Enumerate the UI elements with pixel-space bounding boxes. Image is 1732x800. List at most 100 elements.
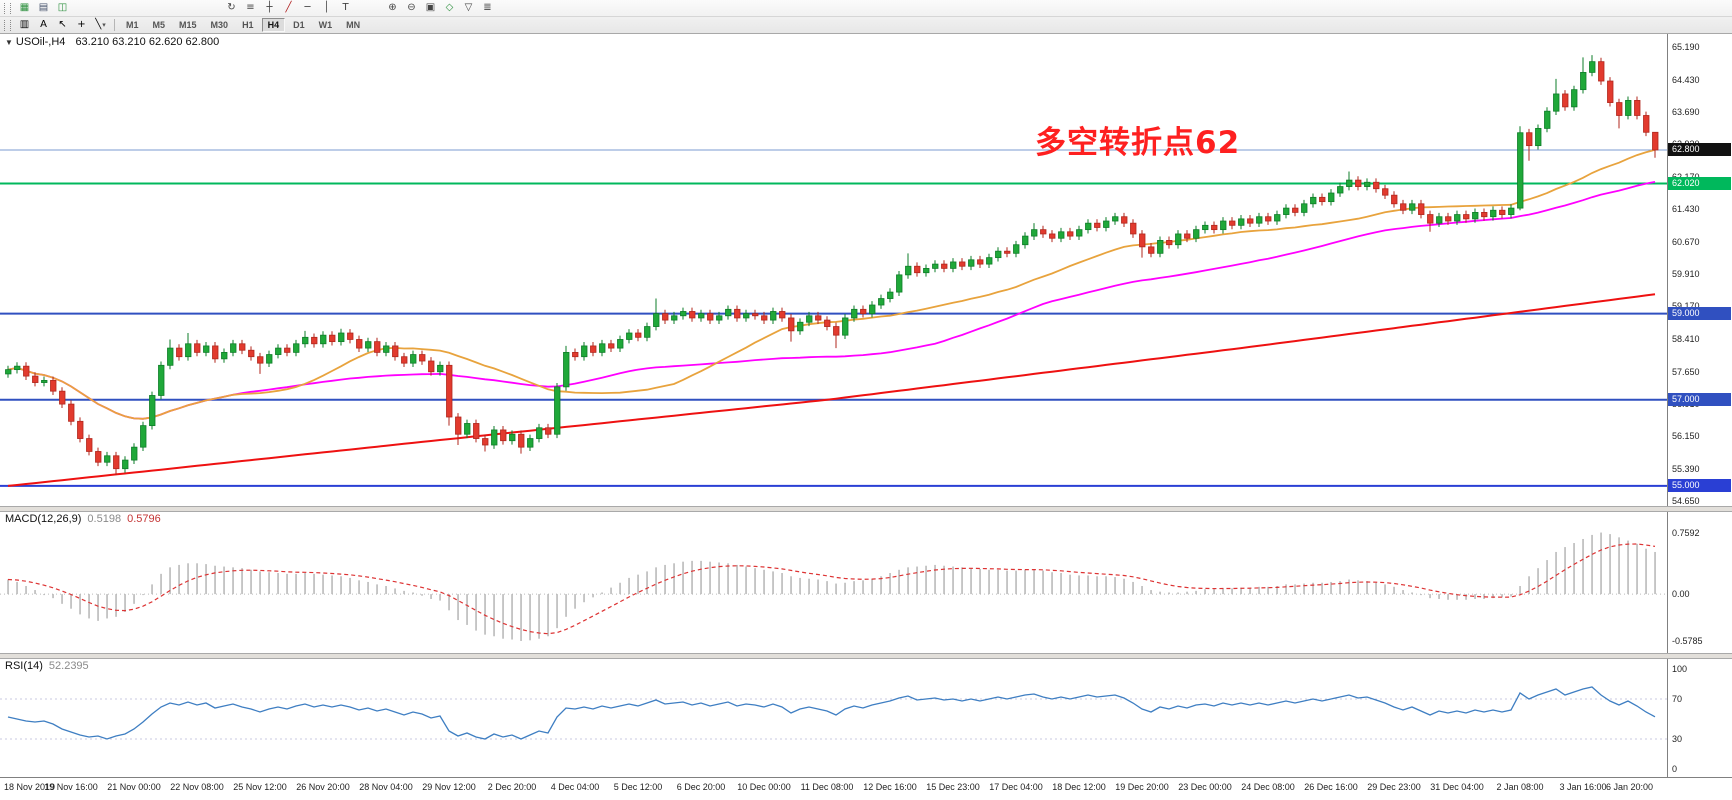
rsi-line	[7, 686, 1656, 740]
time-axis-label: 18 Dec 12:00	[1052, 782, 1106, 792]
horizontal-line-icon[interactable]: ─	[299, 1, 316, 15]
time-axis-label: 28 Nov 04:00	[359, 782, 413, 792]
ma-fast-line	[7, 148, 1656, 420]
time-axis-label: 2 Dec 20:00	[487, 782, 537, 792]
candlestick-chart[interactable]	[0, 33, 1668, 506]
toolbar-separator	[114, 19, 115, 31]
price-axis-label: 64.430	[1672, 74, 1700, 85]
time-axis-label: 6 Jan 20:00	[1606, 782, 1654, 792]
candles-layer	[5, 55, 1659, 476]
macd-panel[interactable]: MACD(12,26,9) 0.5198 0.5796	[0, 510, 1668, 653]
main-chart-panel[interactable]: ▼ USOil-,H4 63.210 63.210 62.620 62.800 多空…	[0, 33, 1668, 506]
time-axis-label: 22 Nov 08:00	[170, 782, 224, 792]
macd-main-value: 0.5198	[87, 513, 122, 525]
text-label-icon[interactable]: A	[35, 18, 52, 32]
grid-toggle-icon[interactable]: ▥	[16, 18, 33, 32]
rsi-chart[interactable]	[0, 657, 1668, 777]
time-axis-label: 29 Nov 12:00	[422, 782, 476, 792]
tile-windows-icon[interactable]: ▣	[422, 1, 439, 15]
price-axis-label: 63.690	[1672, 106, 1700, 117]
rsi-axis-label: 0	[1672, 764, 1678, 774]
time-axis-label: 18 Nov 2019	[4, 782, 56, 792]
zoom-in-icon[interactable]: ⊕	[384, 1, 401, 15]
level-55-badge: 55.000	[1668, 478, 1731, 492]
timeframe-m30[interactable]: M30	[205, 18, 235, 32]
terminal-icon[interactable]: ≣	[479, 1, 496, 15]
macd-histogram-layer	[7, 532, 1656, 641]
price-axis-label: 57.650	[1672, 366, 1700, 377]
time-axis-label: 25 Nov 12:00	[233, 782, 287, 792]
ohlc-values: 63.210 63.210 62.620 62.800	[75, 36, 220, 48]
annotation-text[interactable]: 多空转折点62	[1035, 125, 1241, 161]
timeframe-mn[interactable]: MN	[340, 18, 366, 32]
ma-slow-line	[7, 293, 1656, 487]
price-axis[interactable]: 65.19064.43063.69062.93062.17061.43060.6…	[1667, 33, 1732, 777]
rsi-axis-label: 100	[1672, 664, 1688, 674]
time-axis-label: 3 Jan 16:00	[1559, 782, 1607, 792]
chart-window-icon[interactable]: ◫	[54, 1, 71, 15]
time-axis-label: 26 Dec 16:00	[1304, 782, 1358, 792]
level-lines-layer	[0, 149, 1668, 487]
time-axis-label: 26 Nov 20:00	[296, 782, 350, 792]
timeframe-m15[interactable]: M15	[173, 18, 203, 32]
toolbar-grip[interactable]	[4, 2, 11, 14]
macd-axis-label: -0.5785	[1672, 636, 1703, 646]
templates-icon[interactable]: ▽	[460, 1, 477, 15]
price-axis-label: 58.410	[1672, 334, 1700, 345]
toolbar-grip[interactable]	[4, 19, 11, 31]
vertical-line-icon[interactable]: │	[318, 1, 335, 15]
refresh-icon[interactable]: ↻	[223, 1, 240, 15]
rsi-axis-label: 30	[1672, 734, 1683, 744]
toolbar-row-tools: ▥ A ↖ + ╲ ▾ M1 M5 M15 M30 H1 H4 D1 W1 MN	[0, 17, 1732, 33]
crosshair-tool-icon[interactable]: +	[73, 18, 90, 32]
time-axis-label: 19 Nov 16:00	[44, 782, 98, 792]
cursor-icon[interactable]: ↖	[54, 18, 71, 32]
toolbar: ▦ ▤ ◫ ↻ ≡ ┼ ╱ ─ │ T ⊕ ⊖ ▣ ◇ ▽ ≣ ▥ A ↖ + ╲ ▾ M1 M5 M15 M30 H1 H4 D1 W…	[0, 0, 1732, 34]
time-axis-label: 17 Dec 04:00	[989, 782, 1043, 792]
price-axis-label: 59.170	[1672, 301, 1700, 311]
time-axis-label: 15 Dec 23:00	[926, 782, 980, 792]
timeframe-w1[interactable]: W1	[313, 18, 339, 32]
macd-signal-line	[7, 543, 1656, 635]
price-axis-label: 54.650	[1672, 496, 1700, 506]
macd-header: MACD(12,26,9) 0.5198 0.5796	[5, 513, 161, 525]
timeframe-m1[interactable]: M1	[120, 18, 145, 32]
rsi-panel[interactable]: RSI(14) 52.2395	[0, 657, 1668, 777]
rsi-value: 52.2395	[48, 660, 89, 672]
rsi-axis-label: 70	[1672, 694, 1683, 704]
panel-splitter[interactable]	[0, 653, 1732, 659]
objects-list-icon[interactable]: ≡	[242, 1, 259, 15]
zoom-out-icon[interactable]: ⊖	[403, 1, 420, 15]
macd-axis-label: 0.00	[1672, 589, 1690, 600]
indicators-icon[interactable]: ◇	[441, 1, 458, 15]
time-axis-label: 21 Nov 00:00	[107, 782, 161, 792]
macd-label: MACD(12,26,9)	[5, 513, 82, 525]
time-axis[interactable]: 18 Nov 2019 19 Nov 16:00 21 Nov 00:00 22 No…	[0, 777, 1732, 800]
price-axis-label: 61.430	[1672, 203, 1700, 214]
price-axis-label: 65.190	[1672, 42, 1700, 52]
timeframe-h4[interactable]: H4	[261, 18, 286, 32]
time-axis-label: 29 Dec 23:00	[1367, 782, 1421, 792]
time-axis-label: 31 Dec 04:00	[1430, 782, 1484, 792]
rsi-header: RSI(14) 52.2395	[5, 660, 89, 672]
time-axis-label: 6 Dec 20:00	[676, 782, 726, 792]
time-axis-label: 12 Dec 16:00	[863, 782, 917, 792]
timeframe-m5[interactable]: M5	[147, 18, 172, 32]
crosshair-icon[interactable]: ┼	[261, 1, 278, 15]
symbol-dropdown-arrow[interactable]: ▼	[5, 38, 13, 47]
price-axis-label: 55.390	[1672, 464, 1700, 475]
text-icon[interactable]: T	[337, 1, 354, 15]
profiles-icon[interactable]: ▤	[35, 1, 52, 15]
time-axis-label: 19 Dec 20:00	[1115, 782, 1169, 792]
timeframe-h1[interactable]: H1	[236, 18, 260, 32]
trendline-icon[interactable]: ╱	[280, 1, 297, 15]
timeframe-d1[interactable]: D1	[287, 18, 311, 32]
panel-splitter[interactable]	[0, 506, 1732, 512]
macd-chart[interactable]	[0, 510, 1668, 653]
time-axis-label: 2 Jan 08:00	[1496, 782, 1544, 792]
level-59-badge: 59.000	[1668, 306, 1731, 320]
price-axis-label: 59.910	[1672, 269, 1700, 280]
new-chart-icon[interactable]: ▦	[16, 1, 33, 15]
line-tools-icon[interactable]: ╲ ▾	[92, 18, 109, 32]
